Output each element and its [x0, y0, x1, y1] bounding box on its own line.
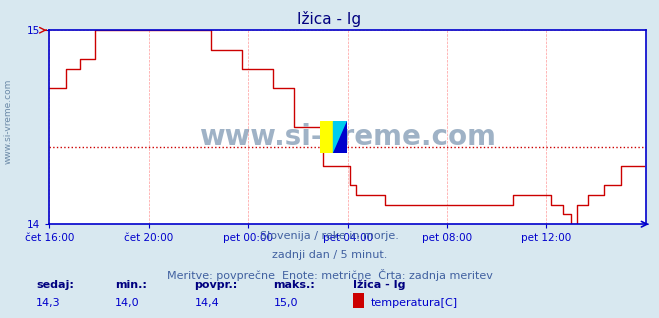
Text: min.:: min.: [115, 280, 147, 290]
Text: povpr.:: povpr.: [194, 280, 238, 290]
Text: 14,4: 14,4 [194, 298, 219, 308]
Polygon shape [333, 121, 347, 153]
Text: www.si-vreme.com: www.si-vreme.com [3, 78, 13, 163]
Text: Ižica - Ig: Ižica - Ig [297, 11, 362, 27]
Text: sedaj:: sedaj: [36, 280, 74, 290]
Text: www.si-vreme.com: www.si-vreme.com [199, 123, 496, 151]
Polygon shape [333, 121, 347, 153]
Text: Meritve: povprečne  Enote: metrične  Črta: zadnja meritev: Meritve: povprečne Enote: metrične Črta:… [167, 269, 492, 281]
Text: Ižica - Ig: Ižica - Ig [353, 279, 405, 290]
Text: 15,0: 15,0 [273, 298, 298, 308]
Text: temperatura[C]: temperatura[C] [371, 298, 458, 308]
Text: maks.:: maks.: [273, 280, 315, 290]
Text: Slovenija / reke in morje.: Slovenija / reke in morje. [260, 231, 399, 240]
Text: 14,3: 14,3 [36, 298, 61, 308]
Text: zadnji dan / 5 minut.: zadnji dan / 5 minut. [272, 250, 387, 259]
Polygon shape [320, 121, 333, 153]
Text: 14,0: 14,0 [115, 298, 140, 308]
